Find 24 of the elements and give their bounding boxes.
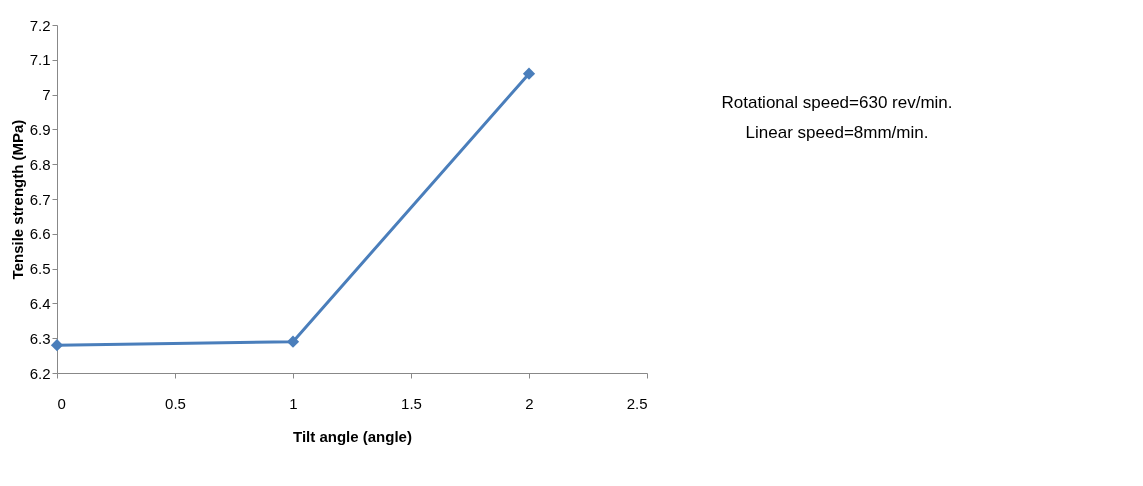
y-tick-label: 6.4: [29, 294, 51, 312]
x-tick-label: 2: [525, 394, 534, 412]
point: [50, 339, 64, 352]
x-tick-label: 0.5: [165, 394, 186, 412]
y-tick-label: 6.7: [29, 190, 51, 208]
y-tick-label: 6.5: [29, 260, 51, 278]
y-tick-label: 7: [42, 86, 51, 104]
x-axis-title: Tilt angle (angle): [293, 427, 412, 445]
text: Rotational speed=630 rev/min.: [721, 93, 953, 112]
x-tick-label: 1: [289, 394, 298, 412]
y-tick-label: 7.1: [29, 51, 51, 69]
y-tick-label: 7.2: [29, 16, 51, 34]
y-tick-label: 6.3: [29, 329, 51, 347]
point: [522, 67, 536, 80]
x-tick-label: 0: [57, 394, 66, 412]
x-tick-label: 1.5: [401, 394, 422, 412]
y-tick-label: 6.2: [29, 364, 51, 382]
text: Linear speed=8mm/min.: [745, 123, 929, 142]
point: [286, 335, 300, 348]
y-tick-label: 6.8: [29, 155, 51, 173]
y-axis-title: Tensile strength (MPa): [8, 119, 26, 280]
y-tick-label: 6.6: [29, 225, 51, 243]
x-tick-label: 2.5: [626, 394, 648, 412]
y-tick-label: 6.9: [29, 120, 51, 138]
